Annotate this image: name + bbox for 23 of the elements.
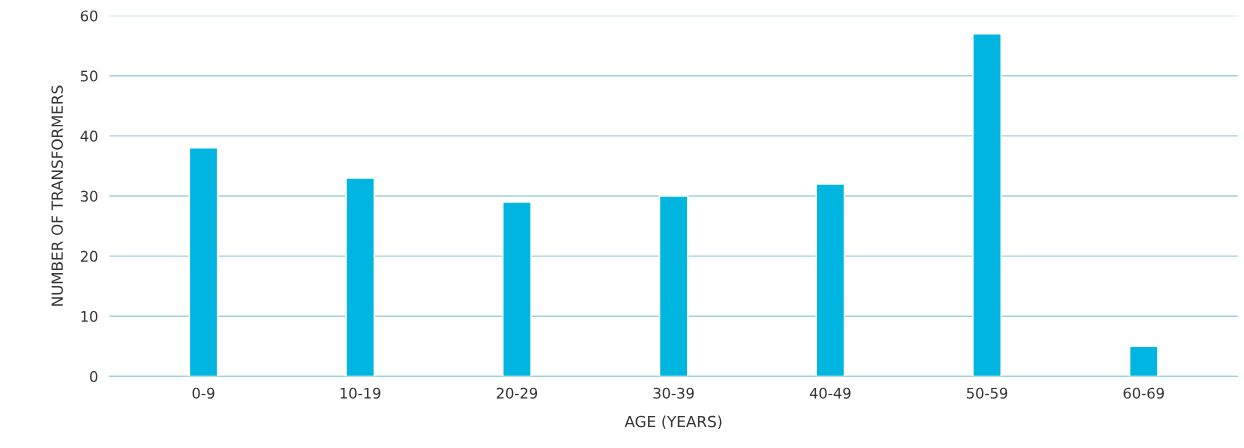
- bar: [972, 33, 1002, 377]
- x-tick-label: 30-39: [653, 387, 694, 399]
- x-tick-label: 50-59: [966, 387, 1008, 399]
- y-tick-label: 10: [81, 310, 98, 322]
- x-tick-label: 60-69: [1123, 387, 1164, 399]
- y-tick-label: 0: [90, 371, 98, 383]
- x-tick-label: 0-9: [192, 387, 215, 399]
- y-tick-label: 50: [80, 70, 98, 82]
- x-tick-label: 40-49: [809, 387, 851, 399]
- bar: [345, 177, 376, 377]
- y-axis-title: NUMBER OF TRANSFORMERS: [51, 85, 63, 306]
- y-tick-label: 30: [80, 190, 98, 202]
- bar: [1128, 345, 1159, 377]
- bar: [658, 195, 689, 377]
- y-tick-label: 60: [80, 10, 98, 22]
- y-tick-label: 20: [80, 250, 98, 262]
- x-tick-label: 10-19: [340, 387, 381, 399]
- bar: [815, 183, 846, 377]
- x-axis-title: AGE (YEARS): [624, 415, 722, 430]
- y-tick-label: 40: [80, 130, 98, 142]
- bar: [502, 201, 532, 377]
- x-tick-label: 20-29: [496, 387, 538, 399]
- bar: [188, 147, 219, 377]
